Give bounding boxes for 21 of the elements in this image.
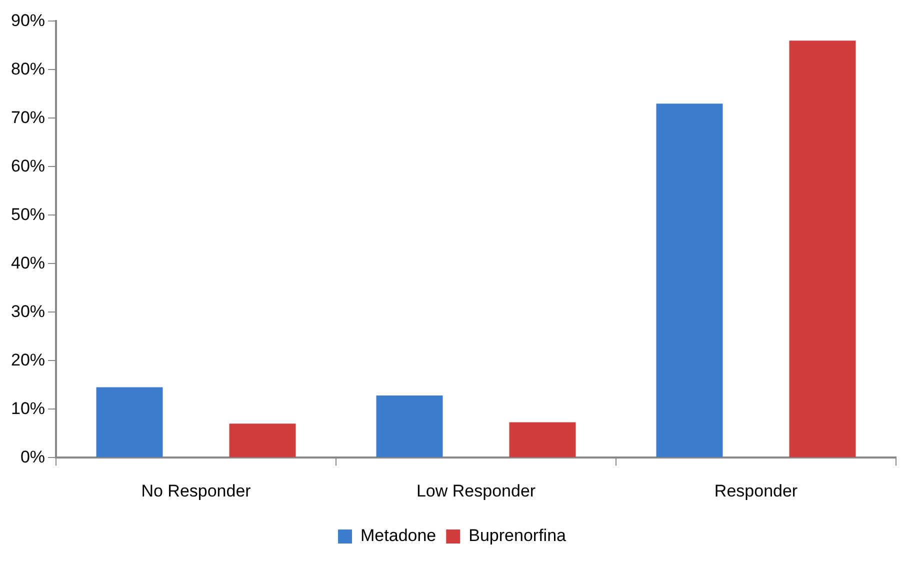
y-tick-label: 50% [10, 204, 46, 224]
y-tick-label: 20% [10, 350, 46, 370]
x-tick-label: Low Responder [416, 481, 536, 500]
bar [96, 387, 163, 458]
bar [229, 424, 296, 458]
y-tick-label: 60% [10, 156, 46, 176]
y-tick-label: 80% [10, 59, 46, 78]
y-tick-label: 30% [10, 302, 46, 321]
y-tick-label: 40% [10, 253, 46, 272]
y-tick-label: 90% [10, 10, 46, 30]
bar [376, 396, 443, 458]
bar [789, 40, 856, 458]
legend-label: Buprenorfina [468, 526, 567, 546]
y-tick-label: 70% [10, 108, 46, 127]
x-tick-label: No Responder [141, 481, 252, 500]
bar [509, 422, 576, 458]
bar [656, 104, 723, 458]
x-tick-label: Responder [714, 481, 798, 500]
legend-label: Metadone [360, 526, 436, 546]
y-tick-label: 0% [20, 447, 46, 466]
y-tick-label: 10% [10, 398, 46, 418]
